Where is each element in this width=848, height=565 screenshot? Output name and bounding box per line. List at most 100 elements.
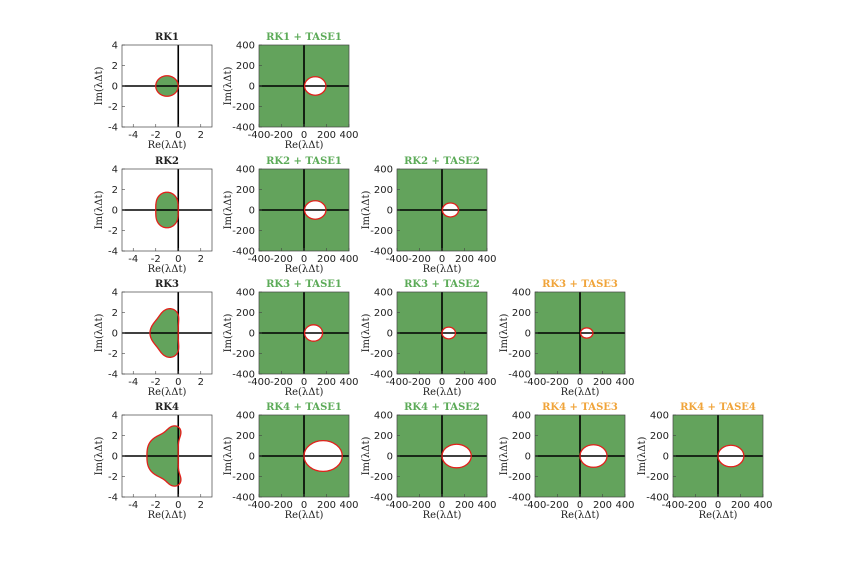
y-tick-label: -400 — [370, 493, 393, 504]
x-tick-label: 0 — [301, 130, 307, 141]
x-tick-label: -4 — [128, 254, 138, 265]
stability-boundary — [303, 76, 327, 96]
y-tick-label: -200 — [370, 226, 393, 237]
x-tick-label: -200 — [684, 500, 707, 511]
y-tick-label: 0 — [525, 329, 531, 340]
panel-rk3-tase3: -400 -200 0 200 4004002000-200-400Re(λΔt)Im(… — [499, 279, 635, 398]
y-axis-label: Im(λΔt) — [361, 191, 372, 230]
y-tick-label: -200 — [370, 349, 393, 360]
y-tick-label: -2 — [108, 102, 118, 113]
y-tick-label: 0 — [525, 452, 531, 463]
x-tick-label: 400 — [477, 500, 496, 511]
panel-rk1-tase1: -400 -200 0 200 4004002000-200-400Re(λΔt)Im(… — [223, 32, 359, 151]
y-tick-label: -400 — [646, 493, 669, 504]
y-tick-label: 400 — [374, 165, 393, 176]
panel-title: RK3 — [155, 279, 179, 290]
y-tick-label: -4 — [108, 493, 118, 504]
stability-boundary — [149, 308, 180, 358]
y-tick-label: 4 — [112, 411, 118, 422]
x-tick-label: -200 — [270, 377, 293, 388]
x-axis-label: Re(λΔt) — [148, 264, 187, 275]
panel-title: RK2 — [155, 156, 179, 167]
x-tick-label: 0 — [577, 377, 583, 388]
y-tick-label: 0 — [249, 452, 255, 463]
x-axis-label: Re(λΔt) — [148, 510, 187, 521]
panel-rk4-tase3: -400 -200 0 200 4004002000-200-400Re(λΔt)Im(… — [499, 402, 635, 521]
x-tick-label: -2 — [151, 254, 161, 265]
plot-area — [122, 292, 212, 374]
y-tick-label: -400 — [232, 123, 255, 134]
stability-boundary — [579, 327, 594, 339]
x-tick-label: -4 — [128, 130, 138, 141]
x-tick-label: 0 — [439, 500, 445, 511]
x-tick-label: 200 — [317, 254, 336, 265]
plot-area — [397, 292, 487, 374]
x-tick-label: 400 — [339, 377, 358, 388]
x-tick-label: 400 — [477, 254, 496, 265]
panel-rk3-tase2: -400 -200 0 200 4004002000-200-400Re(λΔt)Im(… — [361, 279, 497, 398]
x-axis-label: Re(λΔt) — [285, 264, 324, 275]
y-tick-label: -4 — [108, 123, 118, 134]
x-tick-label: -400 — [524, 500, 547, 511]
panel-title: RK1 — [155, 32, 179, 43]
x-tick-label: 0 — [301, 500, 307, 511]
stability-boundary — [155, 191, 179, 229]
plot-area — [259, 169, 349, 251]
y-tick-label: -4 — [108, 370, 118, 381]
y-tick-label: 4 — [112, 288, 118, 299]
y-tick-label: 200 — [512, 308, 531, 319]
y-tick-label: 400 — [512, 288, 531, 299]
x-tick-label: 2 — [198, 377, 204, 388]
panel-title: RK3 + TASE3 — [542, 279, 618, 290]
y-tick-label: -400 — [508, 493, 531, 504]
x-axis-label: Re(λΔt) — [285, 140, 324, 151]
panel-title: RK3 + TASE1 — [266, 279, 342, 290]
x-tick-label: 200 — [317, 377, 336, 388]
x-axis-label: Re(λΔt) — [561, 510, 600, 521]
stability-boundary — [441, 202, 460, 218]
y-axis-label: Im(λΔt) — [637, 437, 648, 476]
panel-rk2-tase1: -400 -200 0 200 4004002000-200-400Re(λΔt)Im(… — [223, 156, 359, 275]
x-tick-label: 400 — [753, 500, 772, 511]
y-tick-label: 4 — [112, 41, 118, 52]
x-tick-label: 400 — [615, 500, 634, 511]
y-tick-label: -200 — [232, 102, 255, 113]
panel-title: RK4 + TASE1 — [266, 402, 342, 413]
panel-rk2: -4 -2 0 2 4 2 0 -2 -4 Re(λΔt) Im(λΔt) RK2 — [94, 156, 213, 275]
y-tick-label: -200 — [370, 472, 393, 483]
y-tick-label: -400 — [508, 370, 531, 381]
plot-area — [259, 415, 349, 497]
x-axis-label: Re(λΔt) — [285, 387, 324, 398]
x-tick-label: -400 — [386, 377, 409, 388]
x-tick-label: -400 — [248, 254, 271, 265]
y-tick-label: 0 — [387, 329, 393, 340]
y-tick-label: -200 — [508, 349, 531, 360]
x-tick-label: 0 — [439, 254, 445, 265]
y-tick-label: -200 — [232, 226, 255, 237]
plot-area — [122, 45, 212, 127]
stability-boundary — [579, 444, 608, 468]
y-tick-label: -2 — [108, 472, 118, 483]
x-tick-label: -200 — [408, 254, 431, 265]
x-axis-label: Re(λΔt) — [285, 510, 324, 521]
y-tick-label: 400 — [374, 288, 393, 299]
y-tick-label: -400 — [232, 247, 255, 258]
x-tick-label: 400 — [477, 377, 496, 388]
x-tick-label: 2 — [198, 254, 204, 265]
y-tick-label: 400 — [236, 165, 255, 176]
y-tick-label: 0 — [112, 452, 118, 463]
panel-rk3-tase1: -400 -200 0 200 4004002000-200-400Re(λΔt)Im(… — [223, 279, 359, 398]
x-axis-label: Re(λΔt) — [423, 387, 462, 398]
stability-boundary — [146, 425, 182, 487]
x-tick-label: -4 — [128, 377, 138, 388]
y-tick-label: -2 — [108, 226, 118, 237]
x-tick-label: -200 — [546, 377, 569, 388]
x-axis-label: Re(λΔt) — [699, 510, 738, 521]
y-axis-label: Im(λΔt) — [499, 437, 510, 476]
x-tick-label: -400 — [248, 130, 271, 141]
y-tick-label: 0 — [249, 206, 255, 217]
y-tick-label: 0 — [112, 329, 118, 340]
y-tick-label: 200 — [374, 431, 393, 442]
x-tick-label: 0 — [175, 254, 181, 265]
plot-area — [397, 169, 487, 251]
